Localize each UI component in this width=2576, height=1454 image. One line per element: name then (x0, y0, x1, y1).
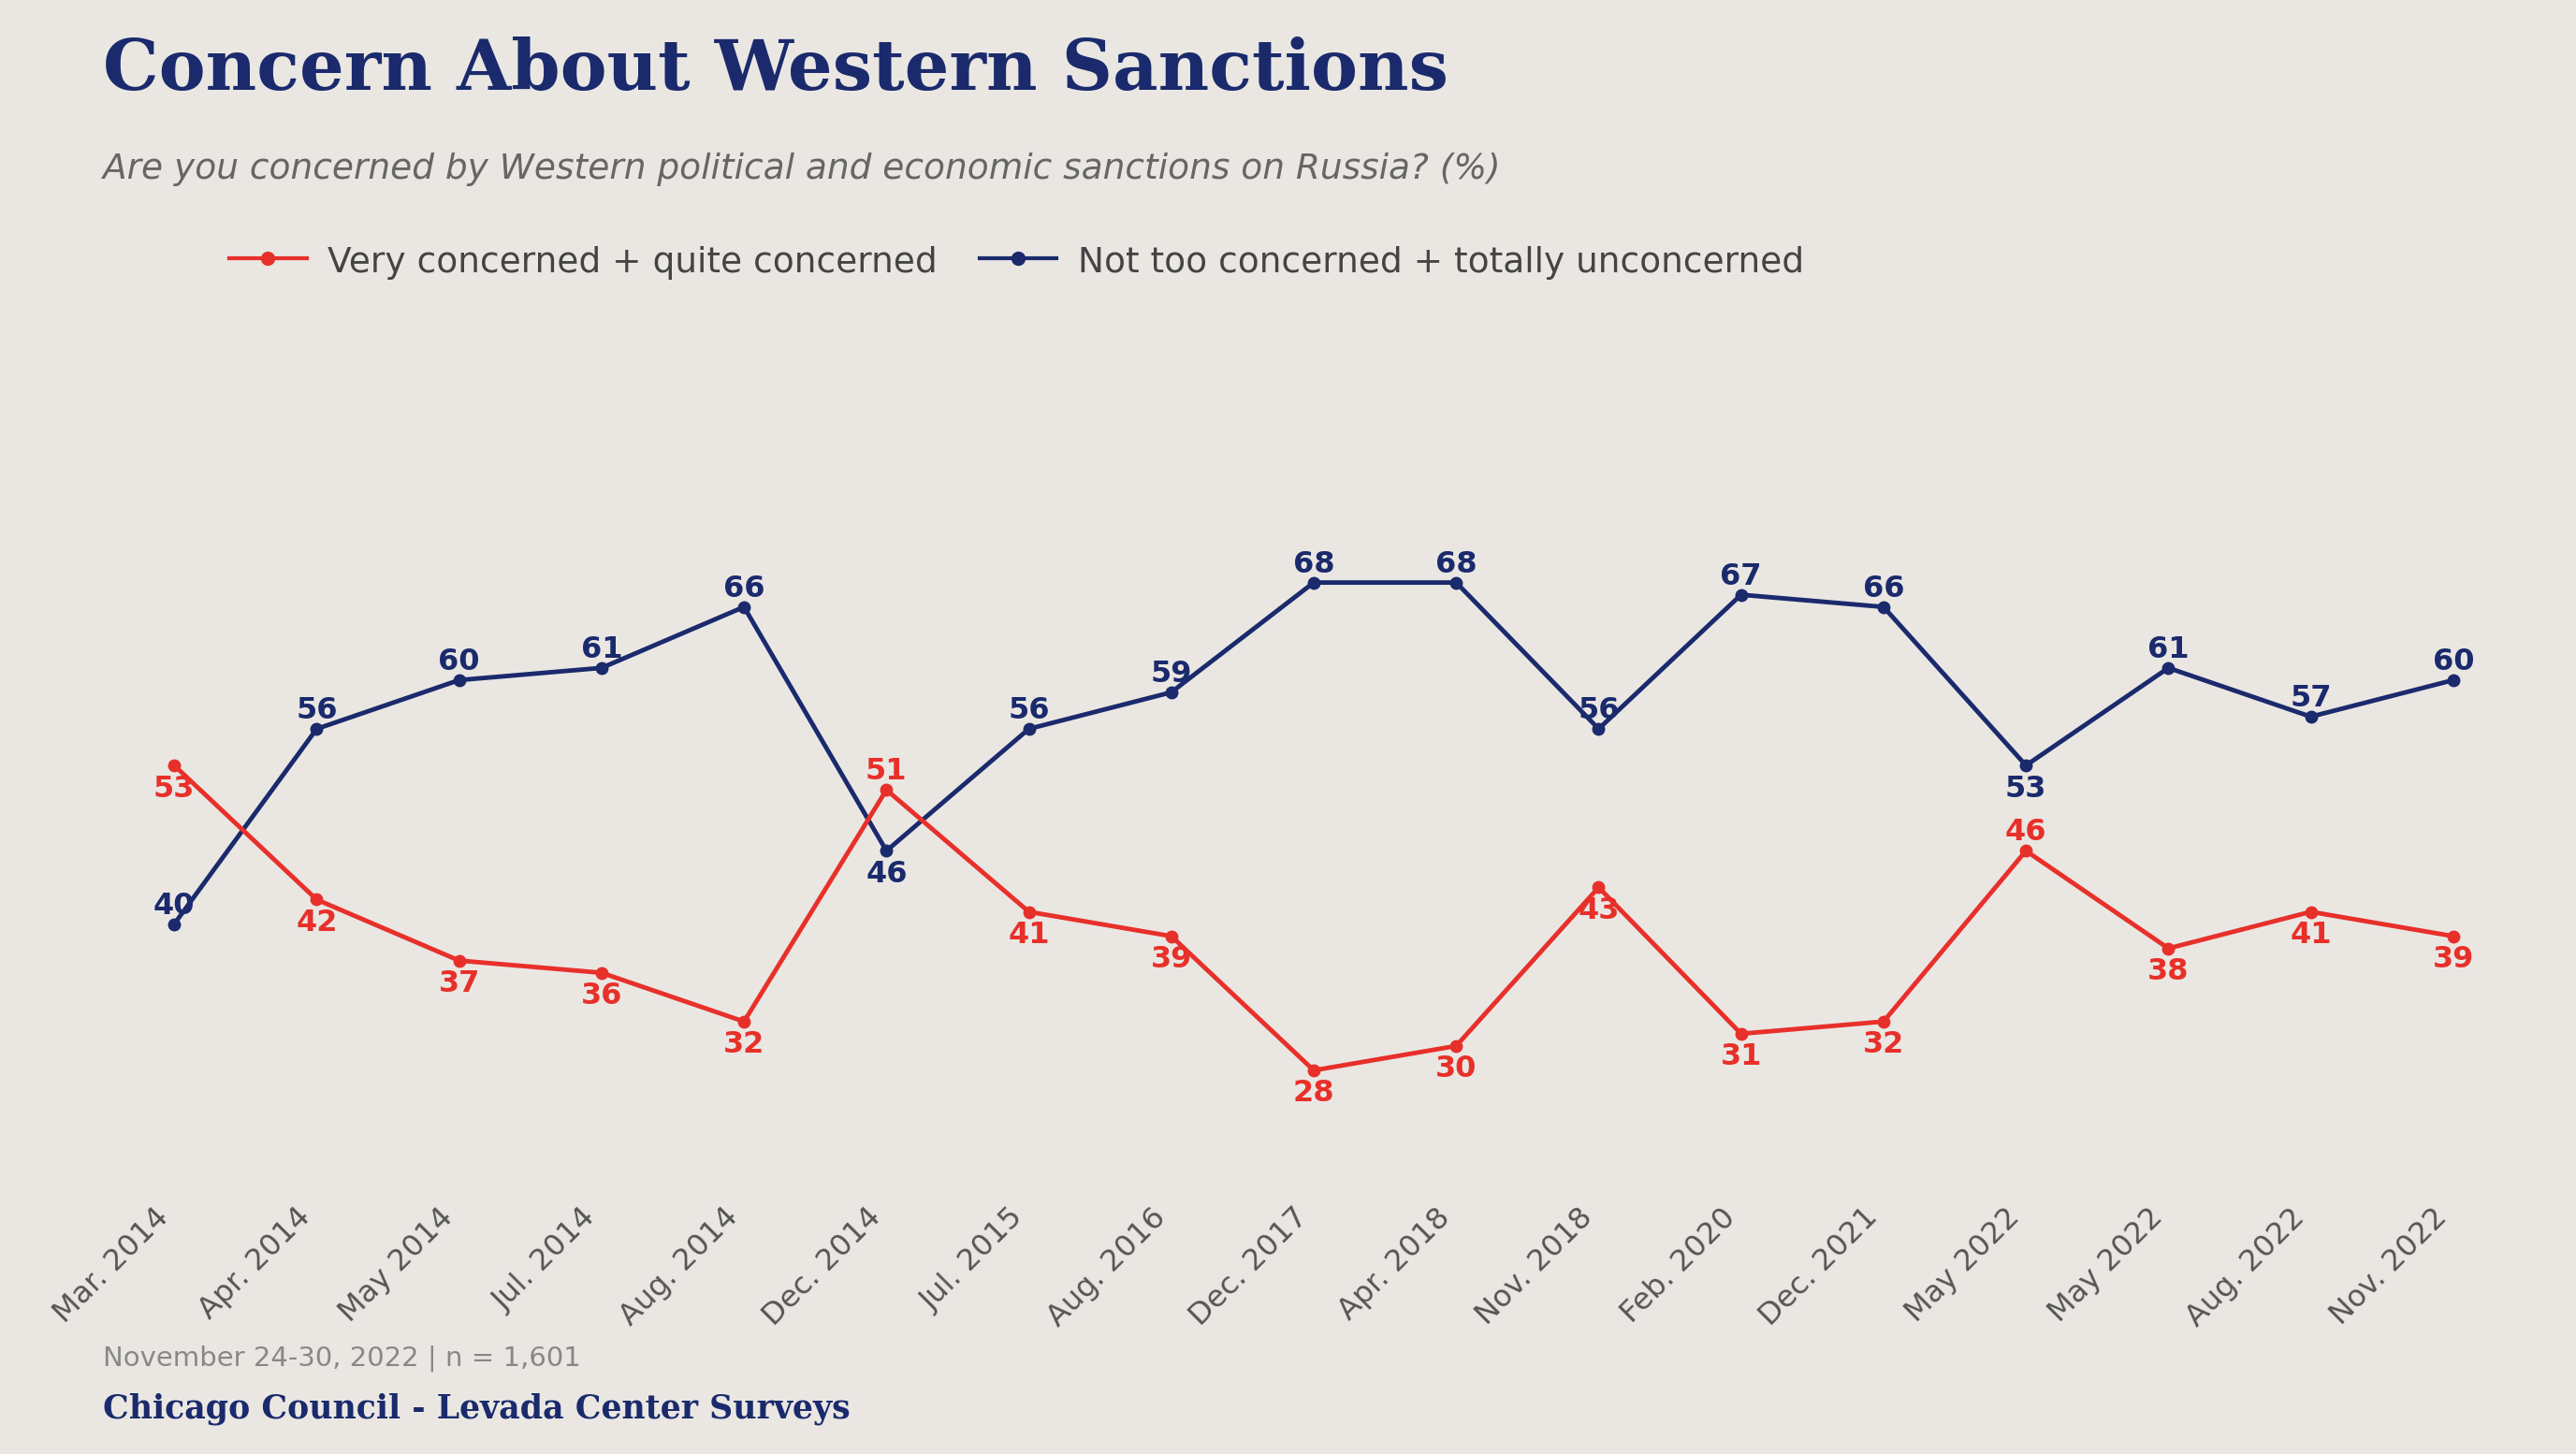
Text: 38: 38 (2148, 957, 2190, 986)
Text: 61: 61 (580, 635, 623, 664)
Text: 66: 66 (724, 574, 765, 603)
Text: 42: 42 (296, 909, 337, 938)
Text: 39: 39 (1151, 945, 1193, 974)
Text: 56: 56 (1007, 696, 1048, 726)
Text: 53: 53 (155, 775, 196, 804)
Text: 39: 39 (2432, 945, 2473, 974)
Text: November 24-30, 2022 | n = 1,601: November 24-30, 2022 | n = 1,601 (103, 1345, 582, 1371)
Text: 30: 30 (1435, 1054, 1476, 1083)
Text: Concern About Western Sanctions: Concern About Western Sanctions (103, 36, 1448, 105)
Text: 41: 41 (2290, 920, 2331, 949)
Text: 37: 37 (438, 970, 479, 999)
Text: 31: 31 (1721, 1043, 1762, 1072)
Text: 56: 56 (296, 696, 337, 726)
Text: 36: 36 (580, 981, 623, 1011)
Text: Are you concerned by Western political and economic sanctions on Russia? (%): Are you concerned by Western political a… (103, 153, 1502, 186)
Legend: Very concerned + quite concerned, Not too concerned + totally unconcerned: Very concerned + quite concerned, Not to… (216, 230, 1819, 294)
Text: 40: 40 (155, 891, 196, 920)
Text: 32: 32 (1862, 1031, 1904, 1060)
Text: 67: 67 (1721, 563, 1762, 590)
Text: 61: 61 (2148, 635, 2190, 664)
Text: 28: 28 (1293, 1079, 1334, 1108)
Text: 46: 46 (2004, 819, 2048, 848)
Text: 53: 53 (2004, 775, 2048, 804)
Text: 46: 46 (866, 859, 907, 888)
Text: 32: 32 (724, 1031, 765, 1060)
Text: 68: 68 (1435, 550, 1476, 579)
Text: 41: 41 (1007, 920, 1051, 949)
Text: 43: 43 (1579, 896, 1620, 925)
Text: Chicago Council - Levada Center Surveys: Chicago Council - Levada Center Surveys (103, 1393, 850, 1425)
Text: 60: 60 (2432, 647, 2473, 676)
Text: 68: 68 (1293, 550, 1334, 579)
Text: 56: 56 (1579, 696, 1620, 726)
Text: 59: 59 (1151, 660, 1193, 689)
Text: 66: 66 (1862, 574, 1904, 603)
Text: 57: 57 (2290, 683, 2331, 712)
Text: 51: 51 (866, 758, 907, 787)
Text: 60: 60 (438, 647, 479, 676)
